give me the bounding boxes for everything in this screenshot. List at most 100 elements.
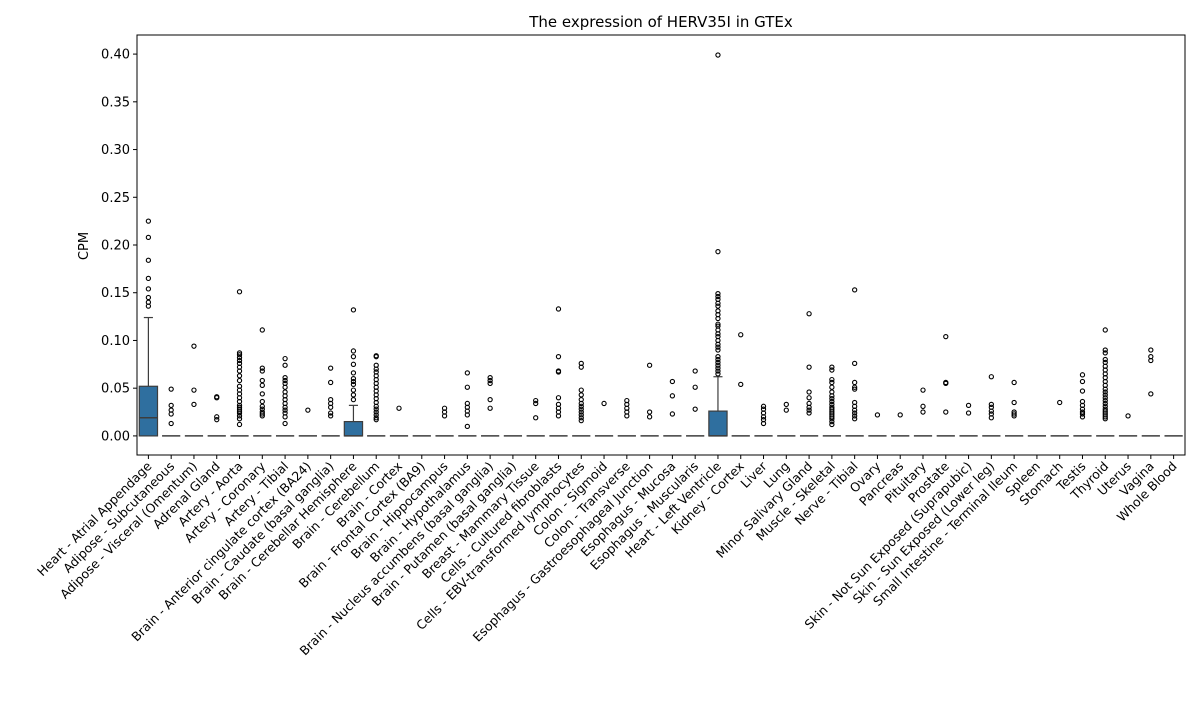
outlier-point (282, 407, 288, 413)
outlier-point (1057, 399, 1063, 406)
outlier-point (373, 412, 379, 418)
outlier-point (715, 371, 721, 377)
outlier-point (760, 403, 767, 409)
outlier-point (646, 414, 653, 420)
outlier-point (829, 367, 835, 373)
outlier-point (328, 379, 334, 386)
outlier-point (236, 373, 243, 379)
outlier-point (259, 398, 265, 405)
box-group (686, 368, 705, 437)
outlier-point (1079, 411, 1086, 417)
outlier-point (578, 387, 584, 393)
box-group (1118, 413, 1138, 437)
outlier-point (236, 421, 243, 428)
outlier-point (373, 403, 379, 409)
outlier-point (145, 286, 152, 292)
outlier-point (738, 332, 744, 338)
outlier-point (373, 409, 379, 415)
outlier-point (487, 380, 493, 387)
outlier-point (1102, 350, 1108, 356)
box-group (868, 412, 887, 437)
box-group (822, 364, 841, 437)
outlier-point (829, 416, 835, 422)
outlier-point (829, 376, 835, 383)
box-group (526, 397, 545, 437)
box (343, 420, 364, 437)
outlier-point (328, 410, 334, 416)
outlier-point (920, 409, 926, 415)
outlier-point (555, 413, 562, 419)
outlier-point (350, 307, 357, 313)
outlier-point (783, 407, 789, 413)
box-group (458, 370, 477, 437)
outlier-point (236, 350, 243, 356)
outlier-point (236, 354, 243, 361)
outlier-point (1125, 413, 1131, 419)
outlier-point (305, 407, 311, 413)
outlier-point (988, 401, 994, 408)
outlier-point (259, 368, 265, 374)
outlier-point (715, 315, 721, 322)
outlier-point (988, 415, 994, 421)
box-group (1005, 379, 1024, 437)
outlier-point (259, 365, 265, 371)
box-group (275, 355, 295, 437)
outlier-point (806, 410, 812, 416)
outlier-point (373, 415, 379, 421)
outlier-point (145, 234, 152, 241)
box-group (982, 374, 1001, 437)
outlier-point (829, 379, 835, 386)
y-axis-label: CPM (77, 232, 92, 260)
outlier-point (829, 396, 835, 402)
outlier-point (852, 384, 858, 390)
outlier-point (715, 300, 721, 306)
outlier-point (145, 303, 152, 309)
outlier-point (168, 420, 174, 427)
outlier-point (1148, 347, 1154, 353)
outlier-point (350, 396, 357, 403)
box-group (1096, 327, 1115, 437)
outlier-point (350, 378, 357, 385)
plot-area: 0.000.050.100.150.200.250.300.350.40Hear… (34, 34, 1186, 658)
outlier-point (1102, 414, 1108, 420)
outlier-point (1079, 406, 1086, 412)
outlier-point (578, 364, 584, 370)
outlier-point (259, 403, 265, 409)
box (138, 385, 159, 437)
box-group (777, 401, 796, 437)
y-tick-label: 0.00 (101, 429, 130, 444)
outlier-point (555, 369, 562, 375)
box-group (253, 327, 272, 437)
outlier-point (829, 418, 835, 425)
outlier-point (350, 370, 357, 376)
box-group (663, 378, 682, 437)
outlier-point (487, 405, 493, 411)
outlier-point (464, 412, 470, 418)
box-group (572, 360, 591, 437)
box-group (799, 311, 819, 437)
outlier-point (282, 355, 288, 362)
outlier-point (259, 377, 265, 384)
box-group (184, 343, 204, 437)
plot-frame (136, 34, 1186, 456)
outlier-point (236, 368, 243, 374)
outlier-point (806, 364, 812, 370)
box-group (207, 394, 226, 437)
outlier-point (236, 416, 243, 422)
box-group (1050, 399, 1069, 437)
outlier-point (783, 401, 789, 408)
y-tick-label: 0.15 (101, 286, 130, 301)
outlier-point (214, 395, 220, 401)
outlier-point (988, 408, 994, 414)
outlier-point (236, 413, 243, 419)
outlier-point (715, 249, 721, 255)
outlier-point (829, 384, 835, 390)
outlier-point (1011, 399, 1017, 406)
outlier-point (715, 291, 721, 297)
chart-title: The expression of HERV35I in GTEx (528, 13, 793, 31)
outlier-point (214, 414, 220, 420)
outlier-point (715, 303, 721, 309)
outlier-point (282, 384, 288, 390)
